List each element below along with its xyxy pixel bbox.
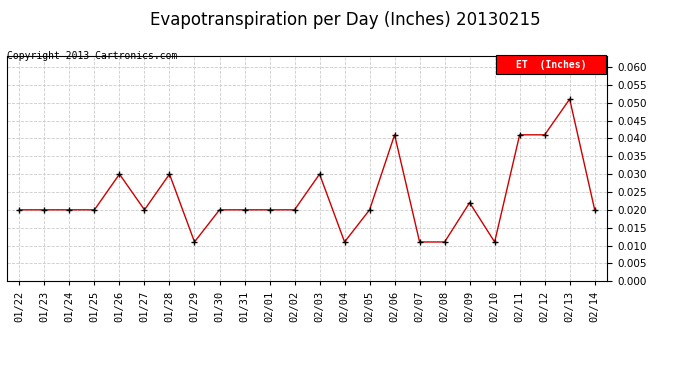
Text: Copyright 2013 Cartronics.com: Copyright 2013 Cartronics.com — [7, 51, 177, 61]
Text: Evapotranspiration per Day (Inches) 20130215: Evapotranspiration per Day (Inches) 2013… — [150, 11, 540, 29]
Text: ET  (Inches): ET (Inches) — [516, 60, 586, 70]
FancyBboxPatch shape — [496, 55, 606, 74]
